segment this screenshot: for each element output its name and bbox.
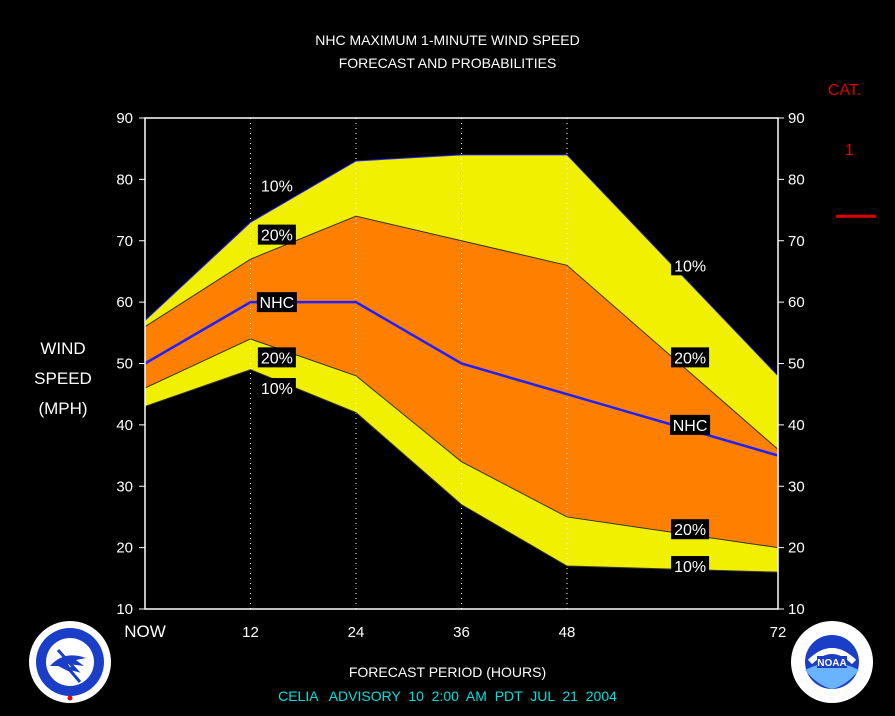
series-line-1 [144, 215, 779, 450]
series-label-box [670, 414, 711, 435]
series-label-box [257, 347, 296, 368]
chart-title-line1: NHC MAXIMUM 1-MINUTE WIND SPEED [315, 32, 580, 48]
series-label-box [257, 378, 296, 399]
series-label-box [257, 224, 296, 245]
y-axis-label-line2: SPEED [34, 369, 92, 388]
y-tick-label-left: 80 [116, 171, 133, 188]
series-label-box [671, 347, 710, 368]
series-label: 10% [261, 179, 293, 196]
y-tick-label-left: 30 [116, 478, 133, 495]
svg-text:NOAA: NOAA [817, 658, 846, 669]
series-label: 10% [674, 559, 706, 576]
category-header: CAT. [828, 82, 862, 99]
y-tick-label-right: 70 [788, 233, 805, 250]
x-tick-label: 12 [242, 624, 259, 641]
y-tick-label-right: 50 [788, 356, 805, 373]
advisory-line: CELIA ADVISORY 10 2:00 AM PDT JUL 21 200… [278, 688, 617, 704]
y-tick-label-left: 60 [116, 294, 133, 311]
series-label: 20% [674, 522, 706, 539]
series-label: 10% [261, 381, 293, 398]
y-axis-label-line1: WIND [40, 339, 86, 358]
y-tick-label-right: 60 [788, 294, 805, 311]
y-axis-label-line3: (MPH) [38, 399, 88, 418]
y-tick-label-right: 10 [788, 601, 805, 618]
series-line-0 [144, 154, 779, 377]
category-value: 1 [845, 142, 854, 159]
y-tick-label-left: 50 [116, 356, 133, 373]
y-tick-label-right: 40 [788, 417, 805, 434]
series-line-3 [144, 338, 779, 549]
x-tick-label: 48 [559, 624, 576, 641]
series-label-box [256, 292, 297, 313]
series-label: 20% [261, 350, 293, 367]
x-tick-label: 24 [348, 624, 365, 641]
series-label-box [671, 519, 710, 540]
band-inner [145, 216, 778, 548]
y-tick-label-right: 80 [788, 171, 805, 188]
series-label: NHC [260, 295, 295, 312]
nws-logo [28, 620, 112, 704]
chart-title-line2: FORECAST AND PROBABILITIES [338, 55, 557, 71]
series-label: NHC [673, 418, 708, 435]
y-tick-label-left: 70 [116, 233, 133, 250]
series-label-box [671, 255, 710, 276]
series-label: 20% [674, 350, 706, 367]
x-axis-label: FORECAST PERIOD (HOURS) [348, 664, 547, 680]
series-line-4 [144, 369, 779, 573]
x-tick-label: NOW [124, 622, 166, 641]
noaa-logo: NOAA [790, 620, 874, 704]
x-tick-label: 36 [453, 624, 470, 641]
series-label-box [671, 556, 710, 577]
y-tick-label-right: 30 [788, 478, 805, 495]
y-tick-label-right: 20 [788, 540, 805, 557]
series-label: 10% [674, 258, 706, 275]
series-label: 20% [261, 228, 293, 245]
series-label-box [257, 175, 296, 196]
x-tick-label: 72 [770, 624, 787, 641]
y-tick-label-left: 40 [116, 417, 133, 434]
y-tick-label-right: 90 [788, 110, 805, 127]
y-tick-label-left: 10 [116, 601, 133, 618]
series-line-2 [144, 300, 779, 457]
y-tick-label-left: 20 [116, 540, 133, 557]
y-tick-label-left: 90 [116, 110, 133, 127]
